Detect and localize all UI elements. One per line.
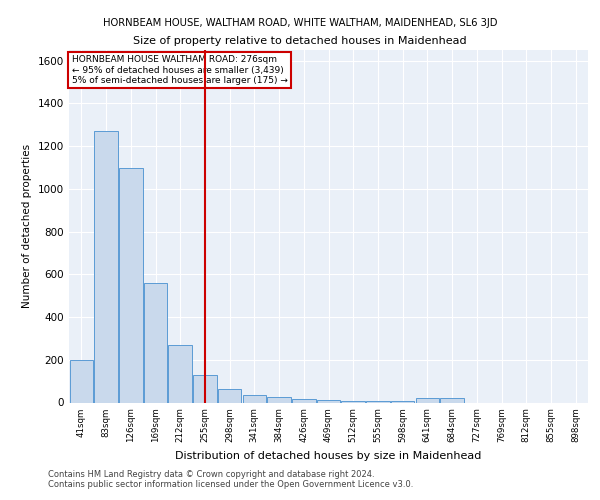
Text: Contains HM Land Registry data © Crown copyright and database right 2024.
Contai: Contains HM Land Registry data © Crown c… — [48, 470, 413, 489]
Bar — [144, 283, 167, 403]
Bar — [268, 397, 291, 402]
Bar — [440, 398, 464, 402]
X-axis label: Distribution of detached houses by size in Maidenhead: Distribution of detached houses by size … — [175, 450, 482, 460]
Text: Size of property relative to detached houses in Maidenhead: Size of property relative to detached ho… — [133, 36, 467, 46]
Bar — [242, 395, 266, 402]
Bar — [416, 398, 439, 402]
Bar — [70, 360, 93, 403]
Y-axis label: Number of detached properties: Number of detached properties — [22, 144, 32, 308]
Bar — [119, 168, 143, 402]
Text: HORNBEAM HOUSE WALTHAM ROAD: 276sqm
← 95% of detached houses are smaller (3,439): HORNBEAM HOUSE WALTHAM ROAD: 276sqm ← 95… — [71, 56, 287, 85]
Bar — [193, 374, 217, 402]
Bar — [218, 388, 241, 402]
Bar — [317, 400, 340, 402]
Bar — [94, 131, 118, 402]
Bar — [169, 345, 192, 403]
Text: HORNBEAM HOUSE, WALTHAM ROAD, WHITE WALTHAM, MAIDENHEAD, SL6 3JD: HORNBEAM HOUSE, WALTHAM ROAD, WHITE WALT… — [103, 18, 497, 28]
Bar — [292, 400, 316, 402]
